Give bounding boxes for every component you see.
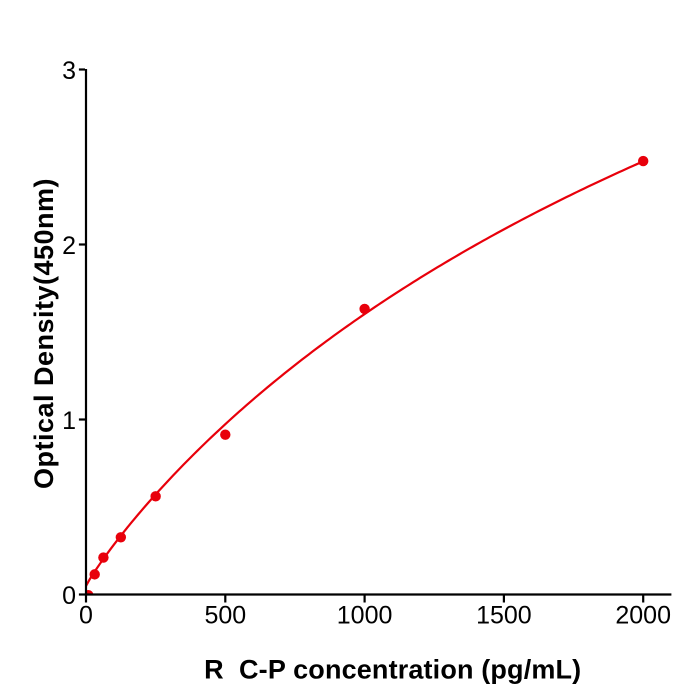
svg-text:500: 500 (204, 602, 246, 630)
svg-text:1000: 1000 (337, 602, 393, 630)
svg-text:3: 3 (62, 57, 76, 85)
svg-text:0: 0 (79, 602, 93, 630)
svg-text:1500: 1500 (476, 602, 532, 630)
svg-text:2: 2 (62, 232, 76, 260)
svg-text:1: 1 (62, 407, 76, 435)
svg-text:0: 0 (62, 582, 76, 610)
svg-text:R C-P concentration (pg/mL): R C-P concentration (pg/mL) (204, 655, 581, 685)
svg-text:Optical Density(450nm): Optical Density(450nm) (29, 178, 59, 489)
svg-text:2000: 2000 (615, 602, 671, 630)
